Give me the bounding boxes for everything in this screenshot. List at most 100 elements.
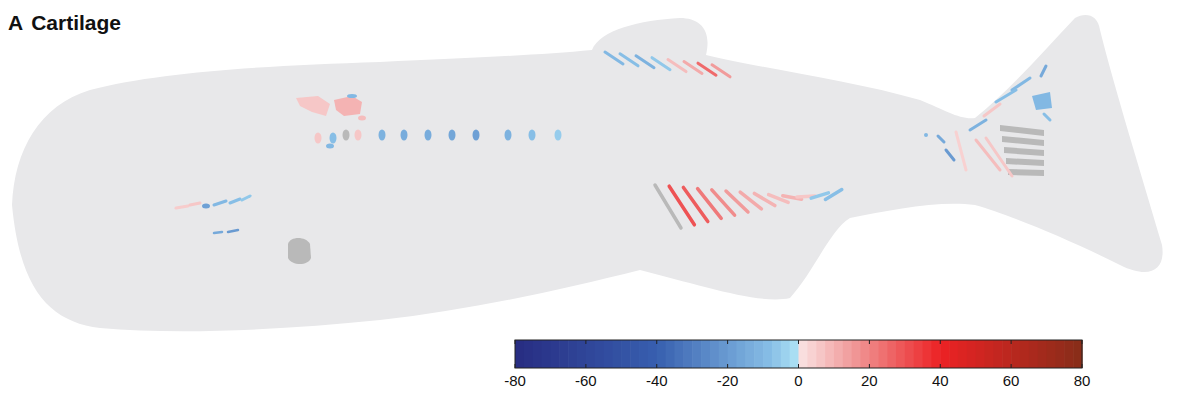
cartilage-element bbox=[425, 130, 432, 141]
colorbar-step bbox=[887, 340, 896, 368]
colorbar-tick bbox=[940, 364, 941, 368]
colorbar-step bbox=[958, 340, 967, 368]
colorbar: -80-60-40-20020406080 bbox=[504, 340, 1090, 389]
cartilage-element bbox=[296, 96, 330, 116]
colorbar-step bbox=[586, 340, 595, 368]
colorbar-tick-label: -20 bbox=[717, 372, 739, 389]
cartilage-element bbox=[326, 144, 334, 149]
cartilage-element bbox=[505, 130, 512, 141]
cartilage-element bbox=[698, 189, 722, 219]
cartilage-element bbox=[230, 199, 240, 203]
colorbar-step bbox=[515, 340, 524, 368]
cartilage-element bbox=[315, 133, 322, 144]
cartilage-element bbox=[1006, 158, 1044, 166]
colorbar-step bbox=[799, 340, 808, 368]
colorbar-step bbox=[931, 340, 940, 368]
cartilage-element bbox=[1000, 125, 1044, 136]
cartilage-element bbox=[288, 238, 311, 264]
cartilage-element bbox=[214, 232, 222, 233]
colorbar-tick-label: -60 bbox=[575, 372, 597, 389]
colorbar-step bbox=[816, 340, 825, 368]
cartilage-element bbox=[190, 203, 200, 205]
cartilage-element bbox=[669, 186, 694, 225]
colorbar-step bbox=[914, 340, 923, 368]
colorbar-tick bbox=[656, 340, 657, 344]
cartilage-element bbox=[228, 230, 238, 232]
cartilage-element bbox=[176, 206, 188, 208]
colorbar-step bbox=[595, 340, 604, 368]
colorbar-step bbox=[674, 340, 683, 368]
colorbar-step bbox=[967, 340, 976, 368]
colorbar-tick bbox=[1082, 340, 1083, 344]
cartilage-element bbox=[401, 130, 408, 141]
colorbar-step bbox=[542, 340, 551, 368]
cartilage-element bbox=[1008, 169, 1044, 176]
colorbar-step bbox=[683, 340, 692, 368]
colorbar-tick-label: 0 bbox=[794, 372, 802, 389]
colorbar-step bbox=[1038, 340, 1047, 368]
colorbar-tick bbox=[515, 364, 516, 368]
cartilage-element bbox=[202, 204, 210, 209]
colorbar-step bbox=[923, 340, 932, 368]
colorbar-step bbox=[790, 340, 799, 368]
cartilage-element bbox=[334, 96, 362, 116]
colorbar-step bbox=[905, 340, 914, 368]
cartilage-element bbox=[683, 187, 707, 221]
colorbar-step bbox=[639, 340, 648, 368]
colorbar-step bbox=[878, 340, 887, 368]
cartilage-element bbox=[555, 130, 562, 141]
cartilage-element bbox=[214, 201, 226, 205]
cartilage-element bbox=[347, 94, 357, 98]
colorbar-step bbox=[736, 340, 745, 368]
colorbar-step bbox=[861, 340, 870, 368]
colorbar-step bbox=[825, 340, 834, 368]
colorbar-step bbox=[745, 340, 754, 368]
cartilage-element bbox=[1032, 92, 1052, 110]
colorbar-tick bbox=[940, 340, 941, 344]
cartilage-element bbox=[655, 185, 681, 228]
colorbar-tick-label: -80 bbox=[504, 372, 526, 389]
cartilage-element bbox=[242, 196, 250, 200]
colorbar-tick bbox=[727, 340, 728, 344]
colorbar-step bbox=[1002, 340, 1011, 368]
colorbar-tick bbox=[515, 340, 516, 344]
colorbar-tick bbox=[1011, 364, 1012, 368]
colorbar-step bbox=[1020, 340, 1029, 368]
cartilage-elements bbox=[176, 52, 1052, 264]
colorbar-step bbox=[692, 340, 701, 368]
colorbar-step bbox=[896, 340, 905, 368]
colorbar-tick bbox=[869, 364, 870, 368]
colorbar-step bbox=[940, 340, 949, 368]
colorbar-step bbox=[604, 340, 613, 368]
colorbar-tick bbox=[869, 340, 870, 344]
colorbar-tick bbox=[1011, 340, 1012, 344]
cartilage-element bbox=[1041, 66, 1046, 76]
colorbar-step bbox=[834, 340, 843, 368]
cartilage-element bbox=[343, 130, 350, 141]
fish-silhouette bbox=[12, 15, 1163, 331]
cartilage-element bbox=[379, 130, 386, 141]
colorbar-step bbox=[524, 340, 533, 368]
colorbar-step bbox=[1011, 340, 1020, 368]
colorbar-step bbox=[1029, 340, 1038, 368]
colorbar-step bbox=[1055, 340, 1064, 368]
colorbar-step bbox=[657, 340, 666, 368]
colorbar-step bbox=[1047, 340, 1056, 368]
colorbar-step bbox=[621, 340, 630, 368]
cartilage-element bbox=[1012, 78, 1030, 90]
cartilage-element bbox=[355, 130, 362, 141]
panel-letter: A bbox=[8, 11, 23, 34]
colorbar-step bbox=[754, 340, 763, 368]
colorbar-step bbox=[1073, 340, 1082, 368]
colorbar-tick bbox=[727, 364, 728, 368]
cartilage-element bbox=[970, 120, 986, 130]
colorbar-step bbox=[550, 340, 559, 368]
cartilage-element bbox=[1002, 136, 1044, 146]
cartilage-element bbox=[473, 130, 480, 141]
colorbar-step bbox=[719, 340, 728, 368]
cartilage-element bbox=[956, 132, 966, 170]
colorbar-step bbox=[533, 340, 542, 368]
colorbar-step bbox=[807, 340, 816, 368]
colorbar-tick-label: -40 bbox=[646, 372, 668, 389]
cartilage-element bbox=[712, 65, 730, 77]
